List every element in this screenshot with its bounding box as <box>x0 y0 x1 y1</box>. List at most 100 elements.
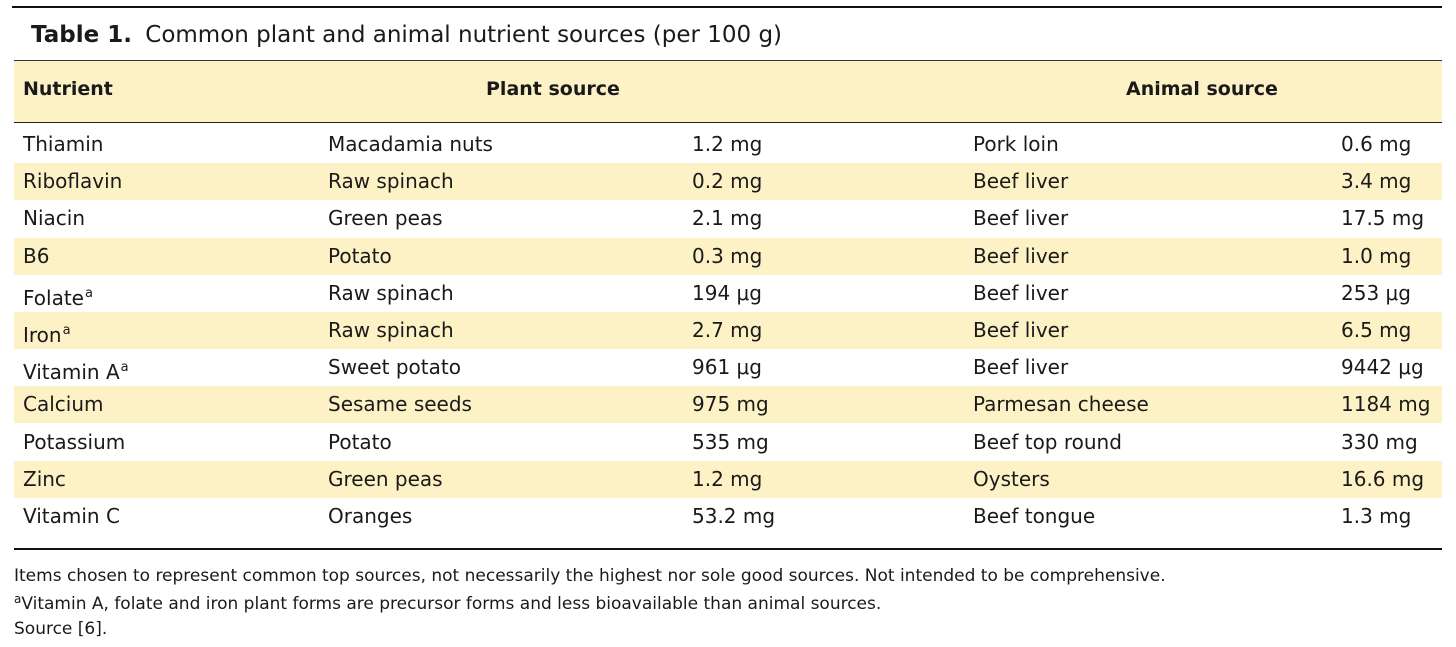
animal-value-cell-text: 1.0 mg <box>1341 243 1412 268</box>
table-row: Calcium Sesame seeds 975 mg Parmesan cheese… <box>14 386 1442 424</box>
nutrient-cell: B6 <box>23 238 49 275</box>
plant-value-cell: 1.2 mg <box>692 126 762 163</box>
table-row: Zinc Green peas 1.2 mg Oysters 16.6 mg <box>14 460 1442 498</box>
plant-value-cell: 194 μg <box>692 275 762 312</box>
table-footnote-a: aVitamin A, folate and iron plant forms … <box>14 592 881 614</box>
plant-value-cell-text: 0.3 mg <box>692 243 763 268</box>
animal-value-cell-text: 6.5 mg <box>1341 318 1412 342</box>
footnote-mark: a <box>85 285 93 301</box>
animal-source-cell: Beef liver <box>973 238 1068 275</box>
animal-source-cell: Beef tongue <box>973 498 1095 535</box>
plant-source-cell-text: Green peas <box>328 206 443 231</box>
animal-source-cell: Beef top round <box>973 424 1122 461</box>
plant-value-cell: 2.7 mg <box>692 312 762 349</box>
plant-source-cell-text: Sesame seeds <box>328 392 472 417</box>
plant-source-cell-text: Potato <box>328 243 392 268</box>
plant-source-cell: Green peas <box>328 461 443 498</box>
animal-source-cell-text: Beef liver <box>973 206 1069 231</box>
nutrient-cell: Riboflavin <box>23 163 122 200</box>
table-row: Vitamin Aa Sweet potato 961 μg Beef liver 94… <box>14 349 1442 386</box>
nutrient-cell-text: Zinc <box>23 466 66 491</box>
animal-source-cell-text: Beef liver <box>973 169 1069 194</box>
plant-value-cell-text: 961 μg <box>692 355 762 380</box>
table-bottom-rule <box>14 548 1442 550</box>
animal-value-cell-text: 1.3 mg <box>1341 504 1412 528</box>
plant-value-cell: 975 mg <box>692 386 769 423</box>
nutrient-cell-text: Vitamin C <box>23 504 120 528</box>
nutrient-cell: Niacin <box>23 200 85 237</box>
nutrient-cell: Vitamin C <box>23 498 120 535</box>
nutrient-cell-text: Calcium <box>23 392 104 417</box>
animal-value-cell-text: 0.6 mg <box>1341 132 1412 156</box>
plant-value-cell-text: 2.1 mg <box>692 206 763 231</box>
plant-source-cell: Raw spinach <box>328 163 454 200</box>
plant-value-cell: 535 mg <box>692 424 769 461</box>
animal-value-cell: 3.4 mg <box>1341 163 1411 200</box>
animal-value-cell: 253 μg <box>1341 275 1411 312</box>
nutrient-cell-text: Niacin <box>23 206 86 231</box>
animal-value-cell-text: 1184 mg <box>1341 392 1431 417</box>
plant-source-cell-text: Sweet potato <box>328 355 461 380</box>
plant-source-cell-text: Raw spinach <box>328 169 454 194</box>
nutrient-cell: Folatea <box>23 275 93 317</box>
animal-source-cell-text: Oysters <box>973 466 1050 491</box>
plant-source-cell: Potato <box>328 238 392 275</box>
animal-source-cell-text: Beef liver <box>973 280 1069 305</box>
nutrient-cell-text: Thiamin <box>23 132 104 156</box>
footnote-mark: a <box>120 360 129 376</box>
plant-value-cell: 961 μg <box>692 349 762 386</box>
animal-value-cell: 1.0 mg <box>1341 238 1411 275</box>
plant-value-cell-text: 1.2 mg <box>692 132 763 156</box>
nutrient-cell: Thiamin <box>23 126 103 163</box>
animal-value-cell: 9442 μg <box>1341 349 1424 386</box>
nutrient-cell: Zinc <box>23 461 66 498</box>
table-row: Riboflavin Raw spinach 0.2 mg Beef liver 3.4… <box>14 163 1442 201</box>
table-source: Source [6]. <box>14 619 108 639</box>
nutrient-cell: Vitamin Aa <box>23 349 129 391</box>
animal-value-cell-text: 253 μg <box>1341 280 1411 305</box>
plant-value-cell-text: 2.7 mg <box>692 318 763 342</box>
animal-source-cell: Pork loin <box>973 126 1059 163</box>
table-row: B6 Potato 0.3 mg Beef liver 1.0 mg <box>14 237 1442 275</box>
animal-source-cell-text: Beef top round <box>973 429 1122 454</box>
table-row: Vitamin C Oranges 53.2 mg Beef tongue 1.3 mg <box>14 498 1442 535</box>
animal-source-cell: Parmesan cheese <box>973 386 1149 423</box>
table-note: Items chosen to represent common top sou… <box>14 566 1166 586</box>
table-row: Irona Raw spinach 2.7 mg Beef liver 6.5 mg <box>14 312 1442 349</box>
animal-source-cell-text: Parmesan cheese <box>973 392 1149 417</box>
nutrient-cell-text: Potassium <box>23 429 126 454</box>
animal-source-cell-text: Beef liver <box>973 355 1069 380</box>
plant-source-cell-text: Green peas <box>328 466 443 491</box>
table-caption: Table 1. Common plant and animal nutrien… <box>31 22 782 48</box>
animal-value-cell: 6.5 mg <box>1341 312 1411 349</box>
animal-source-cell-text: Beef liver <box>973 243 1069 268</box>
plant-value-cell-text: 535 mg <box>692 429 769 454</box>
nutrient-cell: Calcium <box>23 386 104 423</box>
animal-value-cell-text: 9442 μg <box>1341 355 1424 380</box>
nutrient-cell: Irona <box>23 312 71 354</box>
animal-value-cell: 1.3 mg <box>1341 498 1411 535</box>
plant-value-cell-text: 975 mg <box>692 392 769 417</box>
animal-source-cell-text: Beef liver <box>973 318 1069 342</box>
animal-source-cell: Beef liver <box>973 200 1068 237</box>
table-row: Potassium Potato 535 mg Beef top round 330 m… <box>14 424 1442 461</box>
nutrient-cell-text: Vitamin A <box>23 360 120 385</box>
animal-value-cell: 1184 mg <box>1341 386 1430 423</box>
plant-source-cell-text: Macadamia nuts <box>328 132 493 156</box>
footnote-mark: a <box>62 323 71 338</box>
plant-source-cell: Raw spinach <box>328 275 454 312</box>
plant-value-cell-text: 1.2 mg <box>692 466 763 491</box>
plant-value-cell: 2.1 mg <box>692 200 762 237</box>
plant-source-cell-text: Raw spinach <box>328 318 454 342</box>
table-row: Thiamin Macadamia nuts 1.2 mg Pork loin 0.6 … <box>14 126 1442 163</box>
plant-source-cell: Sesame seeds <box>328 386 472 423</box>
table-caption-title: Common plant and animal nutrient sources… <box>145 22 783 48</box>
footnote-text: Vitamin A, folate and iron plant forms a… <box>21 594 882 614</box>
animal-source-cell: Beef liver <box>973 163 1068 200</box>
table-caption-label: Table 1. <box>31 22 132 48</box>
animal-value-cell: 16.6 mg <box>1341 461 1424 498</box>
table-row: Folatea Raw spinach 194 μg Beef liver 253 μg <box>14 275 1442 312</box>
animal-source-cell: Beef liver <box>973 275 1068 312</box>
animal-value-cell: 0.6 mg <box>1341 126 1411 163</box>
animal-source-cell: Beef liver <box>973 349 1068 386</box>
